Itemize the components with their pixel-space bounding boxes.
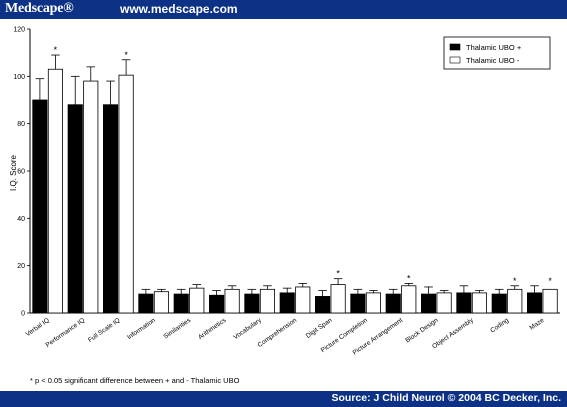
x-tick-label: Arithmetics <box>197 316 228 341</box>
source-citation: Source: J Child Neurol © 2004 BC Decker,… <box>331 392 561 404</box>
medscape-logo: Medscape® <box>5 1 74 16</box>
bar <box>279 292 295 314</box>
bar <box>103 104 119 314</box>
bar <box>224 288 240 314</box>
bar <box>118 74 134 314</box>
x-tick-label: Block Design <box>404 317 439 345</box>
footnote: * p < 0.05 significant difference betwee… <box>30 376 240 385</box>
legend-label-minus: Thalamic UBO - <box>466 56 520 65</box>
bar <box>365 292 381 314</box>
bar <box>259 288 275 314</box>
bar <box>209 294 225 314</box>
y-tick-label: 100 <box>13 74 25 81</box>
significance-marker: * <box>407 273 411 283</box>
bar <box>421 293 437 314</box>
bar <box>244 293 260 314</box>
bar <box>330 284 346 314</box>
significance-marker: * <box>124 50 128 60</box>
x-tick-label: Verbal IQ <box>25 317 51 338</box>
bar <box>32 99 48 314</box>
bar <box>315 296 331 314</box>
y-tick-label: 120 <box>13 27 25 34</box>
bar <box>385 293 401 314</box>
legend-frame <box>443 36 551 70</box>
bar <box>456 292 472 314</box>
x-tick-label: Maze <box>528 317 545 332</box>
legend-swatch-plus <box>449 43 461 51</box>
y-tick-label: 20 <box>17 263 25 270</box>
x-tick-label: Full Scale IQ <box>87 317 122 344</box>
footer-bar: Source: J Child Neurol © 2004 BC Decker,… <box>0 391 567 407</box>
bar <box>471 292 487 314</box>
bar <box>350 293 366 314</box>
x-tick-label: Vocabulary <box>232 316 263 341</box>
bar <box>67 104 83 314</box>
significance-marker: * <box>513 276 517 286</box>
significance-marker: * <box>336 269 340 279</box>
significance-marker: * <box>54 45 58 55</box>
x-tick-label: Coding <box>489 317 510 335</box>
bar <box>47 68 63 314</box>
bar <box>542 288 558 314</box>
bar <box>153 291 169 314</box>
site-url: www.medscape.com <box>120 2 238 16</box>
y-tick-label: 60 <box>17 169 25 176</box>
bar <box>83 80 99 314</box>
bar <box>189 287 205 314</box>
y-tick-label: 40 <box>17 216 25 223</box>
bar <box>173 293 189 314</box>
legend-label-plus: Thalamic UBO + <box>466 43 522 52</box>
bar <box>527 292 543 314</box>
bar <box>507 288 523 314</box>
bar <box>295 286 311 314</box>
y-tick-label: 80 <box>17 121 25 128</box>
legend-swatch-minus <box>449 56 461 64</box>
y-tick-label: 0 <box>21 311 25 318</box>
x-tick-label: Performance IQ <box>45 317 87 349</box>
y-axis-label: I.Q. Score <box>9 154 18 191</box>
bar <box>491 293 507 314</box>
header-bar: Medscape® www.medscape.com <box>0 0 567 19</box>
bar <box>401 285 417 314</box>
x-tick-label: Comprehension <box>257 317 299 349</box>
bar <box>436 292 452 314</box>
bar <box>138 293 154 314</box>
significance-marker: * <box>548 276 552 286</box>
x-tick-label: Similarities <box>162 316 192 340</box>
x-tick-label: Information <box>126 317 157 342</box>
legend: Thalamic UBO + Thalamic UBO - <box>443 36 551 70</box>
x-tick-label: Digit Span <box>305 317 334 340</box>
